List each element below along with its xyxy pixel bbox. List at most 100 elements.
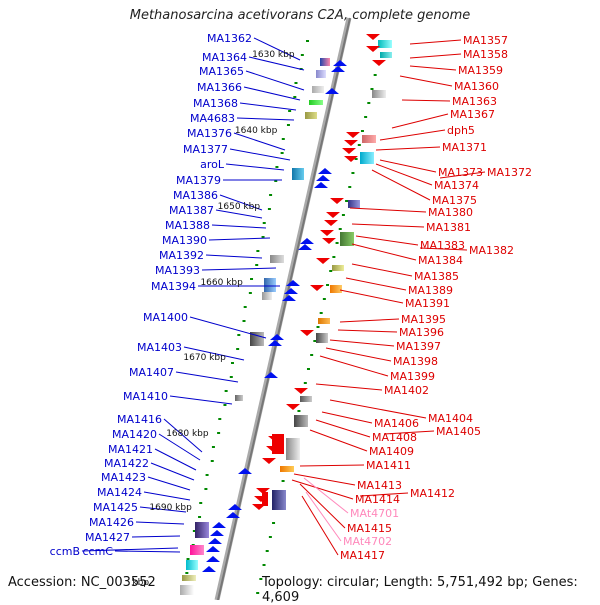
gene-block: [332, 265, 344, 271]
tick-mark: [261, 236, 265, 238]
leader-line: [205, 254, 263, 259]
reverse-arrow: [316, 258, 330, 264]
forward-arrow: [208, 538, 222, 544]
leader-line: [409, 65, 457, 71]
gene-label-right: MA1372: [487, 166, 532, 179]
gene-label-right: MA1359: [458, 64, 503, 77]
gene-label-left: MA4683: [190, 112, 235, 125]
forward-arrow: [282, 295, 296, 301]
leader-line: [409, 53, 462, 59]
gene-block: [340, 232, 354, 246]
tick-mark: [293, 96, 297, 98]
accession-label: Accession: NC_003552: [8, 575, 156, 590]
gene-block: [348, 200, 360, 208]
leader-line: [233, 132, 286, 151]
gene-label-right: MAt4701: [350, 507, 399, 520]
gene-label-right: MA1385: [414, 270, 459, 283]
leader-line: [375, 163, 433, 186]
gene-label-right: MA1360: [454, 80, 499, 93]
tick-mark: [364, 116, 368, 118]
leader-line: [379, 129, 446, 141]
forward-arrow: [202, 566, 216, 572]
gene-label-left: MA1387: [169, 204, 214, 217]
tick-mark: [250, 278, 254, 280]
gene-label-left: MA1400: [143, 311, 188, 324]
reverse-arrow: [294, 388, 308, 394]
forward-arrow: [228, 504, 242, 510]
leader-line: [81, 547, 179, 552]
gene-label-right: MA1398: [393, 355, 438, 368]
tick-mark: [248, 292, 252, 294]
tick-mark: [313, 340, 317, 342]
gene-label-left: ccmC: [83, 545, 114, 558]
gene-label-left: MA1420: [112, 428, 157, 441]
leader-line: [409, 39, 462, 45]
tick-mark: [335, 242, 339, 244]
kbp-label: 1660 kbp: [200, 278, 243, 288]
gene-block: [320, 58, 330, 66]
tick-mark: [288, 110, 292, 112]
gene-label-right: MA1396: [399, 326, 444, 339]
gene-block: [330, 285, 342, 293]
gene-label-left: MA1425: [93, 501, 138, 514]
tick-mark: [316, 326, 320, 328]
tick-mark: [186, 558, 190, 560]
leader-line: [183, 346, 245, 361]
gene-label-right: MA1375: [432, 194, 477, 207]
leader-line: [245, 70, 305, 91]
gene-label-right: MA1397: [396, 340, 441, 353]
tick-mark: [322, 298, 326, 300]
forward-arrow: [238, 468, 252, 474]
leader-line: [299, 464, 365, 467]
forward-arrow: [286, 280, 300, 286]
gene-block: [272, 434, 284, 454]
leader-line: [371, 169, 431, 201]
forward-arrow: [314, 182, 328, 188]
leader-line: [139, 506, 187, 513]
gene-block: [380, 52, 392, 58]
reverse-arrow: [366, 46, 380, 52]
tick-mark: [223, 404, 227, 406]
tick-mark: [185, 572, 189, 574]
gene-block: [312, 86, 324, 93]
gene-block: [235, 395, 243, 401]
tick-mark: [242, 320, 246, 322]
gene-label-right: MA1373: [438, 166, 483, 179]
tick-mark: [351, 172, 355, 174]
kbp-label: kbp: [132, 578, 149, 588]
tick-mark: [303, 382, 307, 384]
leader-line: [291, 479, 354, 500]
gene-label-left: MA1379: [176, 174, 221, 187]
gene-label-left: aroL: [200, 158, 225, 171]
tick-mark: [280, 152, 284, 154]
leader-line: [253, 37, 301, 61]
gene-block: [309, 100, 323, 105]
gene-label-right: MA1413: [357, 479, 402, 492]
kbp-label: 1650 kbp: [218, 202, 261, 212]
forward-arrow: [206, 556, 220, 562]
leader-line: [349, 207, 427, 213]
gene-block: [300, 396, 312, 402]
kbp-label: 1680 kbp: [166, 429, 209, 439]
reverse-arrow: [344, 156, 358, 162]
leader-line: [243, 86, 301, 101]
gene-label-left: MA1407: [129, 366, 174, 379]
forward-arrow: [284, 288, 298, 294]
reverse-arrow: [330, 198, 344, 204]
gene-label-left: MA1377: [183, 143, 228, 156]
genome-axis-core: [217, 17, 351, 600]
forward-arrow: [318, 168, 332, 174]
gene-label-right: MA1374: [434, 179, 479, 192]
gene-block: [262, 292, 272, 300]
tick-mark: [265, 550, 269, 552]
tick-mark: [329, 270, 333, 272]
gene-label-right: MA1389: [408, 284, 453, 297]
gene-feature-group: [180, 34, 392, 595]
tick-mark: [310, 354, 314, 356]
gene-label-right: MA1406: [374, 417, 419, 430]
forward-arrow: [268, 340, 282, 346]
leader-line: [391, 113, 449, 129]
topology-label: Topology: circular; Length: 5,751,492 bp…: [262, 575, 578, 605]
leader-line-group: [81, 37, 486, 556]
tick-mark: [332, 256, 336, 258]
